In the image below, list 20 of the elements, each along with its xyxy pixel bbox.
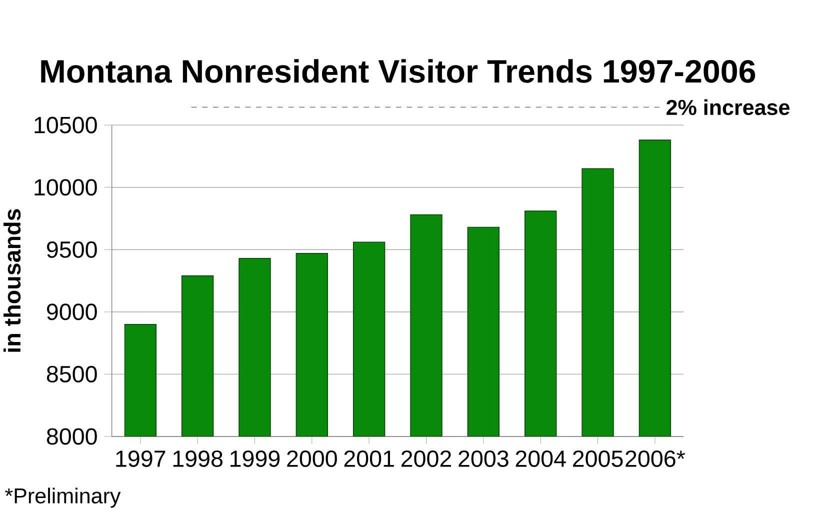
y-tick-label: 9500 <box>47 241 97 258</box>
x-tick-label: 1999 <box>230 450 280 467</box>
x-tick-label: 2002 <box>402 450 452 467</box>
y-axis-title: in thousands <box>3 209 21 352</box>
y-tick-label: 10500 <box>34 116 97 134</box>
x-tick-label: 1997 <box>116 450 166 467</box>
y-tick-label: 9000 <box>47 304 97 320</box>
x-tick-label: 1998 <box>173 450 222 467</box>
x-tick-label: 2005 <box>573 450 623 467</box>
x-tick-label: 2004 <box>516 450 566 467</box>
text: 2% increase <box>666 99 790 116</box>
x-tick-label: 2006* <box>626 450 686 467</box>
y-tick-label: 8000 <box>46 428 97 445</box>
y-tick-label: 8500 <box>46 366 97 382</box>
x-tick-label: 2001 <box>344 450 394 467</box>
y-tick-label: 10000 <box>34 179 97 196</box>
text: *Preliminary <box>5 488 121 508</box>
chart-title: Montana Nonresident Visitor Trends 1997-2006 <box>41 59 756 83</box>
x-tick-label: 2003 <box>458 450 508 467</box>
x-tick-label: 2000 <box>287 450 337 467</box>
